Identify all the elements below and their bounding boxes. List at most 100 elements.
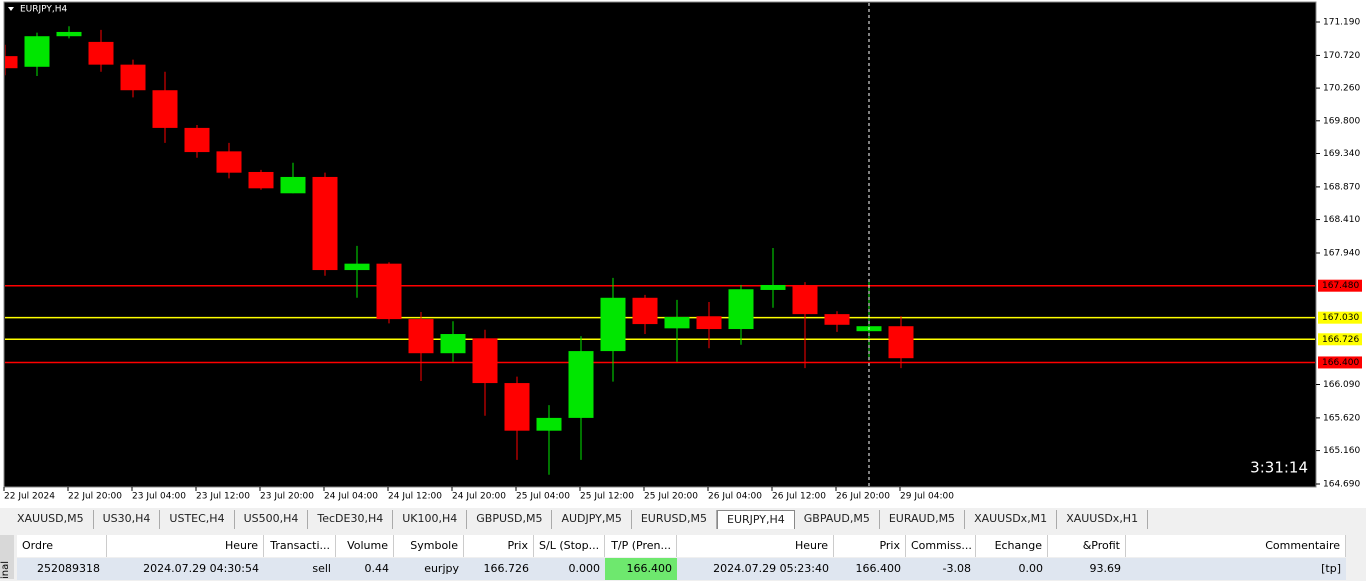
tab[interactable]: UK100,H4	[393, 510, 468, 529]
candle-body	[568, 351, 594, 418]
header-row: Ordre Heure Transacti... Volume Symbole Prix S…	[17, 535, 1366, 558]
column-header[interactable]: S/L (Stop...	[534, 535, 605, 557]
x-tick-label: 22 Jul 2024	[4, 492, 55, 502]
side-label: inal	[0, 535, 14, 579]
candle-body	[440, 334, 466, 354]
candle-body	[88, 41, 114, 65]
y-tick-label: 167.940	[1323, 249, 1360, 259]
table-row[interactable]: 252089318 2024.07.29 04:30:54 sell 0.44 eurj…	[17, 558, 1366, 581]
tab[interactable]: XAUUSDx,M1	[965, 510, 1058, 529]
x-tick-label: 26 Jul 20:00	[836, 492, 890, 502]
column-header[interactable]: Prix	[464, 535, 534, 557]
candle-body	[408, 319, 434, 354]
cell: eurjpy	[394, 558, 464, 580]
candle-body	[696, 316, 722, 330]
level-label: 166.726	[1322, 335, 1359, 345]
tab[interactable]: US30,H4	[94, 510, 161, 529]
candle-body	[280, 176, 306, 194]
candle-body	[152, 90, 178, 128]
cell: 2024.07.29 04:30:54	[107, 558, 264, 580]
y-tick-label: 164.690	[1323, 480, 1360, 490]
tab[interactable]: AUDJPY,M5	[552, 510, 632, 529]
level-label-bg	[1318, 311, 1362, 324]
column-header[interactable]: T/P (Pren...	[605, 535, 677, 557]
candle-body	[792, 284, 818, 315]
column-header[interactable]: Volume	[336, 535, 394, 557]
candle-body	[760, 284, 786, 290]
cell: 0.00	[976, 558, 1048, 580]
y-tick-label: 171.190	[1323, 18, 1360, 28]
candle-body	[344, 263, 370, 271]
plot	[5, 26, 1315, 475]
y-tick-label: 170.720	[1323, 51, 1360, 61]
x-tick-label: 23 Jul 20:00	[260, 492, 314, 502]
tab[interactable]: EURUSD,M5	[632, 510, 717, 529]
x-tick-label: 26 Jul 04:00	[708, 492, 762, 502]
candle-body	[248, 171, 274, 189]
tab[interactable]: US500,H4	[235, 510, 309, 529]
y-tick-label: 169.340	[1323, 149, 1360, 159]
candle-body	[312, 176, 338, 271]
tab[interactable]: EURAUD,M5	[880, 510, 966, 529]
cell: 0.000	[534, 558, 605, 580]
level-label: 166.400	[1322, 358, 1359, 368]
candle-body	[184, 127, 210, 153]
y-tick-label: 168.870	[1323, 182, 1360, 192]
column-header[interactable]: Echange	[976, 535, 1048, 557]
x-tick-label: 29 Jul 04:00	[900, 492, 954, 502]
orders-table: Ordre Heure Transacti... Volume Symbole Prix S…	[17, 535, 1366, 581]
cell: 0.44	[336, 558, 394, 580]
cell: sell	[264, 558, 336, 580]
candle-body	[56, 31, 82, 37]
cell: [tp]	[1126, 558, 1346, 580]
x-tick-label: 22 Jul 20:00	[68, 492, 122, 502]
tab[interactable]: XAUUSDx,H1	[1057, 510, 1149, 529]
menu-arrow[interactable]	[8, 7, 14, 11]
chart-title: EURJPY,H4	[20, 5, 68, 15]
x-tick-label: 23 Jul 12:00	[196, 492, 250, 502]
column-header[interactable]: Heure	[677, 535, 834, 557]
candle-body	[472, 338, 498, 384]
column-header[interactable]: Heure	[107, 535, 264, 557]
cell: 166.400	[834, 558, 906, 580]
y-tick-label: 165.160	[1323, 446, 1360, 456]
tab[interactable]: XAUUSD,M5	[8, 510, 94, 529]
cell: 166.726	[464, 558, 534, 580]
cell: 93.69	[1048, 558, 1126, 580]
candle-body	[824, 314, 850, 325]
plot-area	[3, 1, 1317, 488]
level-label-bg	[1318, 333, 1362, 346]
column-header[interactable]: Ordre	[17, 535, 107, 557]
y-tick-label: 165.620	[1323, 413, 1360, 423]
cell: -3.08	[906, 558, 976, 580]
tab[interactable]: GBPAUD,M5	[795, 510, 880, 529]
x-tick-label: 25 Jul 04:00	[516, 492, 570, 502]
x-tick-label: 24 Jul 20:00	[452, 492, 506, 502]
candle-body	[888, 326, 914, 359]
candle-body	[536, 417, 562, 431]
column-header[interactable]: &Profit	[1048, 535, 1126, 557]
candle-body	[5, 56, 18, 69]
x-tick-label: 23 Jul 04:00	[132, 492, 186, 502]
candle-body	[24, 36, 50, 67]
tab[interactable]: USTEC,H4	[160, 510, 235, 529]
cell: 166.400	[605, 558, 677, 580]
tab[interactable]: EURJPY,H4	[717, 510, 795, 529]
column-header[interactable]: Transacti...	[264, 535, 336, 557]
candle-body	[600, 297, 626, 352]
timer: 3:31:14	[1250, 459, 1308, 477]
chart: EURJPY,H4 3:31:14 171.190 170.720 170.260 1…	[0, 0, 1366, 508]
y-tick-label: 166.090	[1323, 380, 1360, 390]
tab[interactable]: TecDE30,H4	[308, 510, 394, 529]
column-header[interactable]: Commentaire	[1126, 535, 1346, 557]
x-tick-label: 26 Jul 12:00	[772, 492, 826, 502]
level-label-bg	[1318, 356, 1362, 369]
cell: 2024.07.29 05:23:40	[677, 558, 834, 580]
x-tick-label: 25 Jul 12:00	[580, 492, 634, 502]
column-header[interactable]: Symbole	[394, 535, 464, 557]
tab[interactable]: GBPUSD,M5	[467, 510, 553, 529]
column-header[interactable]: Commiss...	[906, 535, 976, 557]
column-header[interactable]: Prix	[834, 535, 906, 557]
candle-body	[504, 383, 530, 431]
candle-body	[728, 289, 754, 330]
